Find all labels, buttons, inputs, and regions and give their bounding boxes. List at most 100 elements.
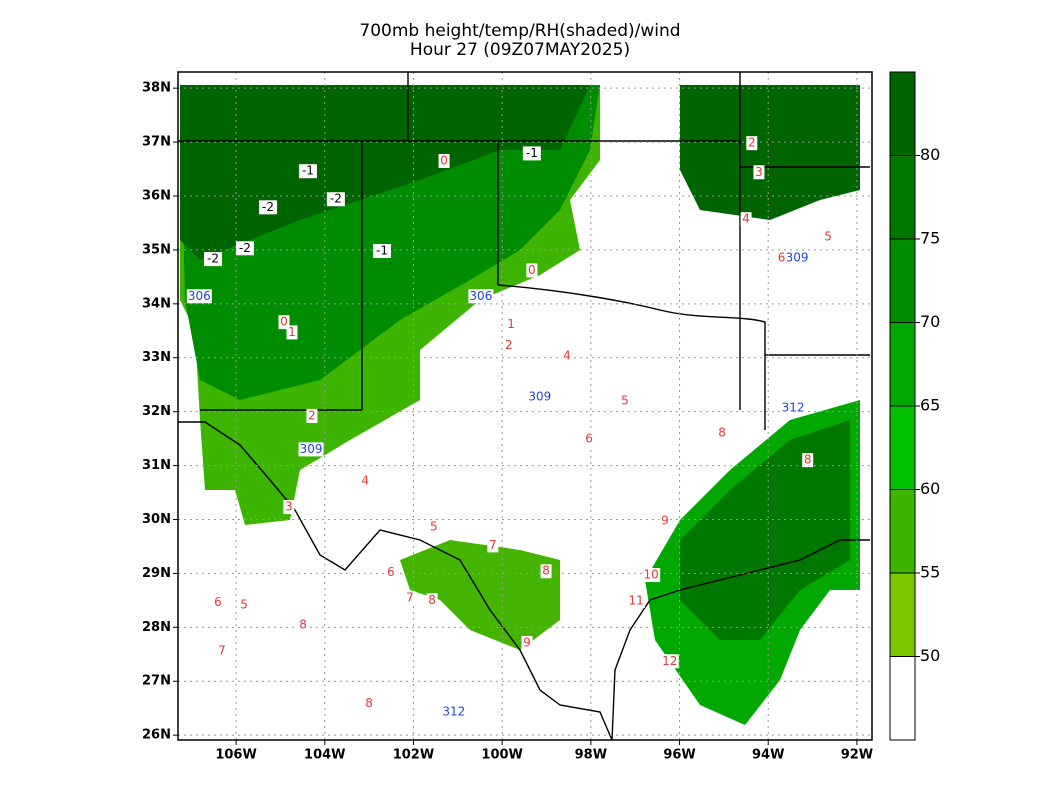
colorbar-label: 65	[920, 396, 940, 415]
contour-label-bg	[404, 591, 416, 606]
contour-label: 7	[218, 644, 226, 658]
y-tick-label: 27N	[142, 674, 171, 689]
contour-labels: 306 3063093093093123120001122233444555566…	[186, 136, 834, 719]
contour-label-bg	[776, 251, 788, 266]
contour-label-bg	[527, 390, 553, 405]
contour-label-bg	[283, 500, 295, 515]
contour-label: 6	[214, 595, 222, 609]
contour-label-bg	[780, 400, 806, 415]
x-tick-label: 102W	[393, 748, 434, 763]
contour-label-bg	[278, 315, 290, 330]
contour-label-bg	[468, 289, 494, 304]
contour-label-bg	[298, 164, 317, 179]
colorbar-swatch	[890, 489, 915, 573]
contour-label: 9	[523, 635, 531, 649]
contour-label: 7	[489, 538, 497, 552]
contour-label-bg	[627, 593, 646, 608]
y-tick-label: 30N	[142, 512, 171, 527]
contour-label-bg	[505, 317, 517, 332]
contour-label-bg	[298, 442, 324, 457]
contour-label-bg	[359, 474, 371, 489]
colorbar-swatch	[890, 656, 915, 740]
contour-label: 306	[188, 289, 211, 303]
x-tick-label: 98W	[575, 748, 607, 763]
contour-label: 8	[299, 618, 307, 632]
contour-label: -2	[330, 192, 342, 206]
contour-label: 0	[280, 315, 288, 329]
contour-label: -2	[262, 200, 274, 214]
y-tick-label: 36N	[142, 189, 171, 204]
contour-label: 2	[748, 136, 756, 150]
contour-label: 6	[778, 251, 786, 265]
y-tick-label: 34N	[142, 296, 171, 311]
colorbar-swatch	[890, 155, 915, 239]
colorbar-swatch	[890, 322, 915, 406]
colorbar-label: 60	[920, 479, 940, 498]
coastline	[611, 539, 870, 741]
contour-label: 8	[718, 426, 726, 440]
title: 700mb height/temp/RH(shaded)/wind	[359, 21, 680, 41]
colorbar-label: 75	[920, 229, 940, 248]
contour-label: 6	[585, 432, 593, 446]
contour-label-bg	[716, 426, 728, 441]
x-tick-label: 96W	[663, 748, 695, 763]
contour-label-bg	[642, 568, 661, 583]
contour-label-bg	[583, 432, 595, 447]
contour-label: 2	[505, 338, 513, 352]
x-tick-label: 100W	[481, 748, 522, 763]
contour-label: 0	[528, 263, 536, 277]
colorbar-label: 55	[920, 563, 940, 582]
contour-label: 9	[661, 514, 669, 528]
y-tick-label: 33N	[142, 350, 171, 365]
contour-label-bg	[660, 654, 679, 669]
contour-label: 4	[361, 474, 369, 488]
contour-label: 309	[300, 442, 323, 456]
x-tick-label: 94W	[752, 748, 784, 763]
contour-label-bg	[372, 243, 391, 258]
contour-label-bg	[259, 200, 278, 215]
contour-label: 10	[644, 568, 659, 582]
contour-label: -1	[302, 164, 314, 178]
contour-label-bg	[204, 252, 223, 267]
contour-label-bg	[619, 393, 631, 408]
contour-label-bg	[753, 165, 765, 180]
contour-label: 5	[240, 598, 248, 612]
contour-label-bg	[522, 146, 541, 161]
contour-label: 4	[563, 349, 571, 363]
contour-label-bg	[503, 338, 515, 353]
x-tick-label: 104W	[304, 748, 345, 763]
contour-label: 8	[542, 564, 550, 578]
colorbar-swatch	[890, 72, 915, 156]
y-tick-label: 31N	[142, 458, 171, 473]
rh-area	[680, 85, 860, 220]
contour-label: 0	[440, 153, 448, 167]
contour-label-bg	[212, 595, 224, 610]
contour-label: 309	[528, 390, 551, 404]
rh-area	[180, 85, 590, 260]
colorbar: 50 55 60 65 70 75 80	[889, 71, 940, 741]
y-tick-label: 32N	[142, 404, 171, 419]
contour-label-bg	[286, 325, 298, 340]
colorbar-label: 80	[920, 145, 940, 164]
contour-label: 11	[628, 593, 643, 607]
contour-label: 5	[430, 520, 438, 534]
y-tick-label: 35N	[142, 242, 171, 257]
y-tick-label: 26N	[142, 728, 171, 743]
contour-label: 309	[786, 251, 809, 265]
contour-label-bg	[363, 696, 375, 711]
contour-label: 7	[406, 591, 414, 605]
contour-label: 3	[285, 500, 293, 514]
contour-label-bg	[540, 564, 552, 579]
colorbar-label: 70	[920, 312, 940, 331]
contour-label: 5	[621, 393, 629, 407]
contour-label-bg	[428, 520, 440, 535]
contour-label: 1	[288, 325, 296, 339]
y-tick-label: 29N	[142, 566, 171, 581]
y-tick-label: 37N	[142, 135, 171, 150]
contour-label: 8	[804, 453, 812, 467]
contour-label-bg	[487, 538, 499, 553]
contour-label-bg	[326, 192, 345, 207]
contour-label: 306	[469, 289, 492, 303]
contour-label: 2	[308, 408, 316, 422]
